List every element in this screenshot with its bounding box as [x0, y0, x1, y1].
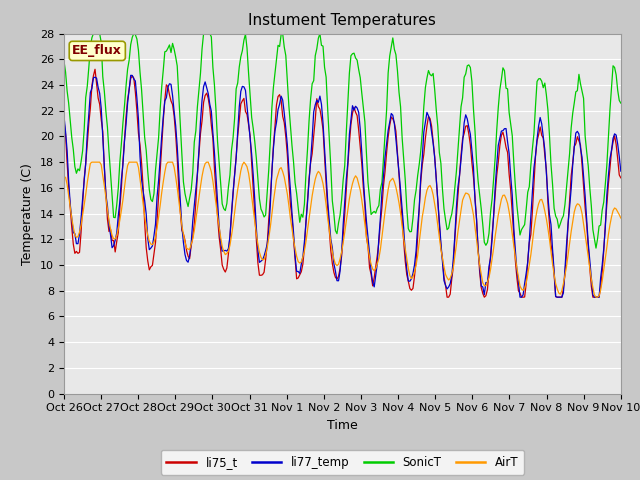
li75_t: [130, 75, 138, 81]
li77_temp: [617, 168, 625, 174]
li75_t: [60, 118, 68, 124]
AirT: [588, 276, 595, 282]
li77_temp: [127, 72, 134, 78]
Line: li75_t: li75_t: [64, 69, 621, 297]
AirT: [246, 181, 254, 187]
SonicT: [130, 31, 138, 36]
li75_t: [444, 294, 451, 300]
Text: EE_flux: EE_flux: [72, 44, 122, 58]
li77_temp: [228, 210, 236, 216]
Y-axis label: Temperature (C): Temperature (C): [22, 163, 35, 264]
li75_t: [246, 133, 254, 139]
SonicT: [255, 196, 263, 202]
AirT: [88, 159, 96, 165]
AirT: [130, 159, 138, 165]
AirT: [228, 233, 236, 239]
SonicT: [228, 147, 236, 153]
X-axis label: Time: Time: [327, 419, 358, 432]
li77_temp: [130, 76, 138, 82]
Line: li77_temp: li77_temp: [64, 75, 621, 297]
Line: AirT: AirT: [64, 162, 621, 297]
AirT: [255, 250, 263, 255]
li75_t: [91, 66, 99, 72]
li75_t: [589, 294, 596, 300]
li77_temp: [246, 135, 254, 141]
SonicT: [592, 245, 600, 251]
SonicT: [90, 31, 97, 36]
SonicT: [617, 100, 625, 106]
AirT: [617, 215, 625, 221]
Title: Instument Temperatures: Instument Temperatures: [248, 13, 436, 28]
AirT: [592, 294, 600, 300]
li77_temp: [589, 292, 596, 298]
AirT: [60, 174, 68, 180]
SonicT: [305, 118, 313, 124]
AirT: [305, 216, 313, 222]
li77_temp: [60, 113, 68, 119]
SonicT: [60, 59, 68, 64]
li75_t: [617, 175, 625, 180]
li75_t: [228, 212, 236, 218]
li77_temp: [516, 294, 524, 300]
SonicT: [588, 203, 595, 209]
Legend: li75_t, li77_temp, SonicT, AirT: li75_t, li77_temp, SonicT, AirT: [161, 450, 524, 475]
li77_temp: [305, 178, 313, 184]
Line: SonicT: SonicT: [64, 34, 621, 248]
li75_t: [305, 176, 313, 181]
li75_t: [255, 272, 263, 278]
SonicT: [246, 92, 254, 98]
li77_temp: [255, 260, 263, 265]
